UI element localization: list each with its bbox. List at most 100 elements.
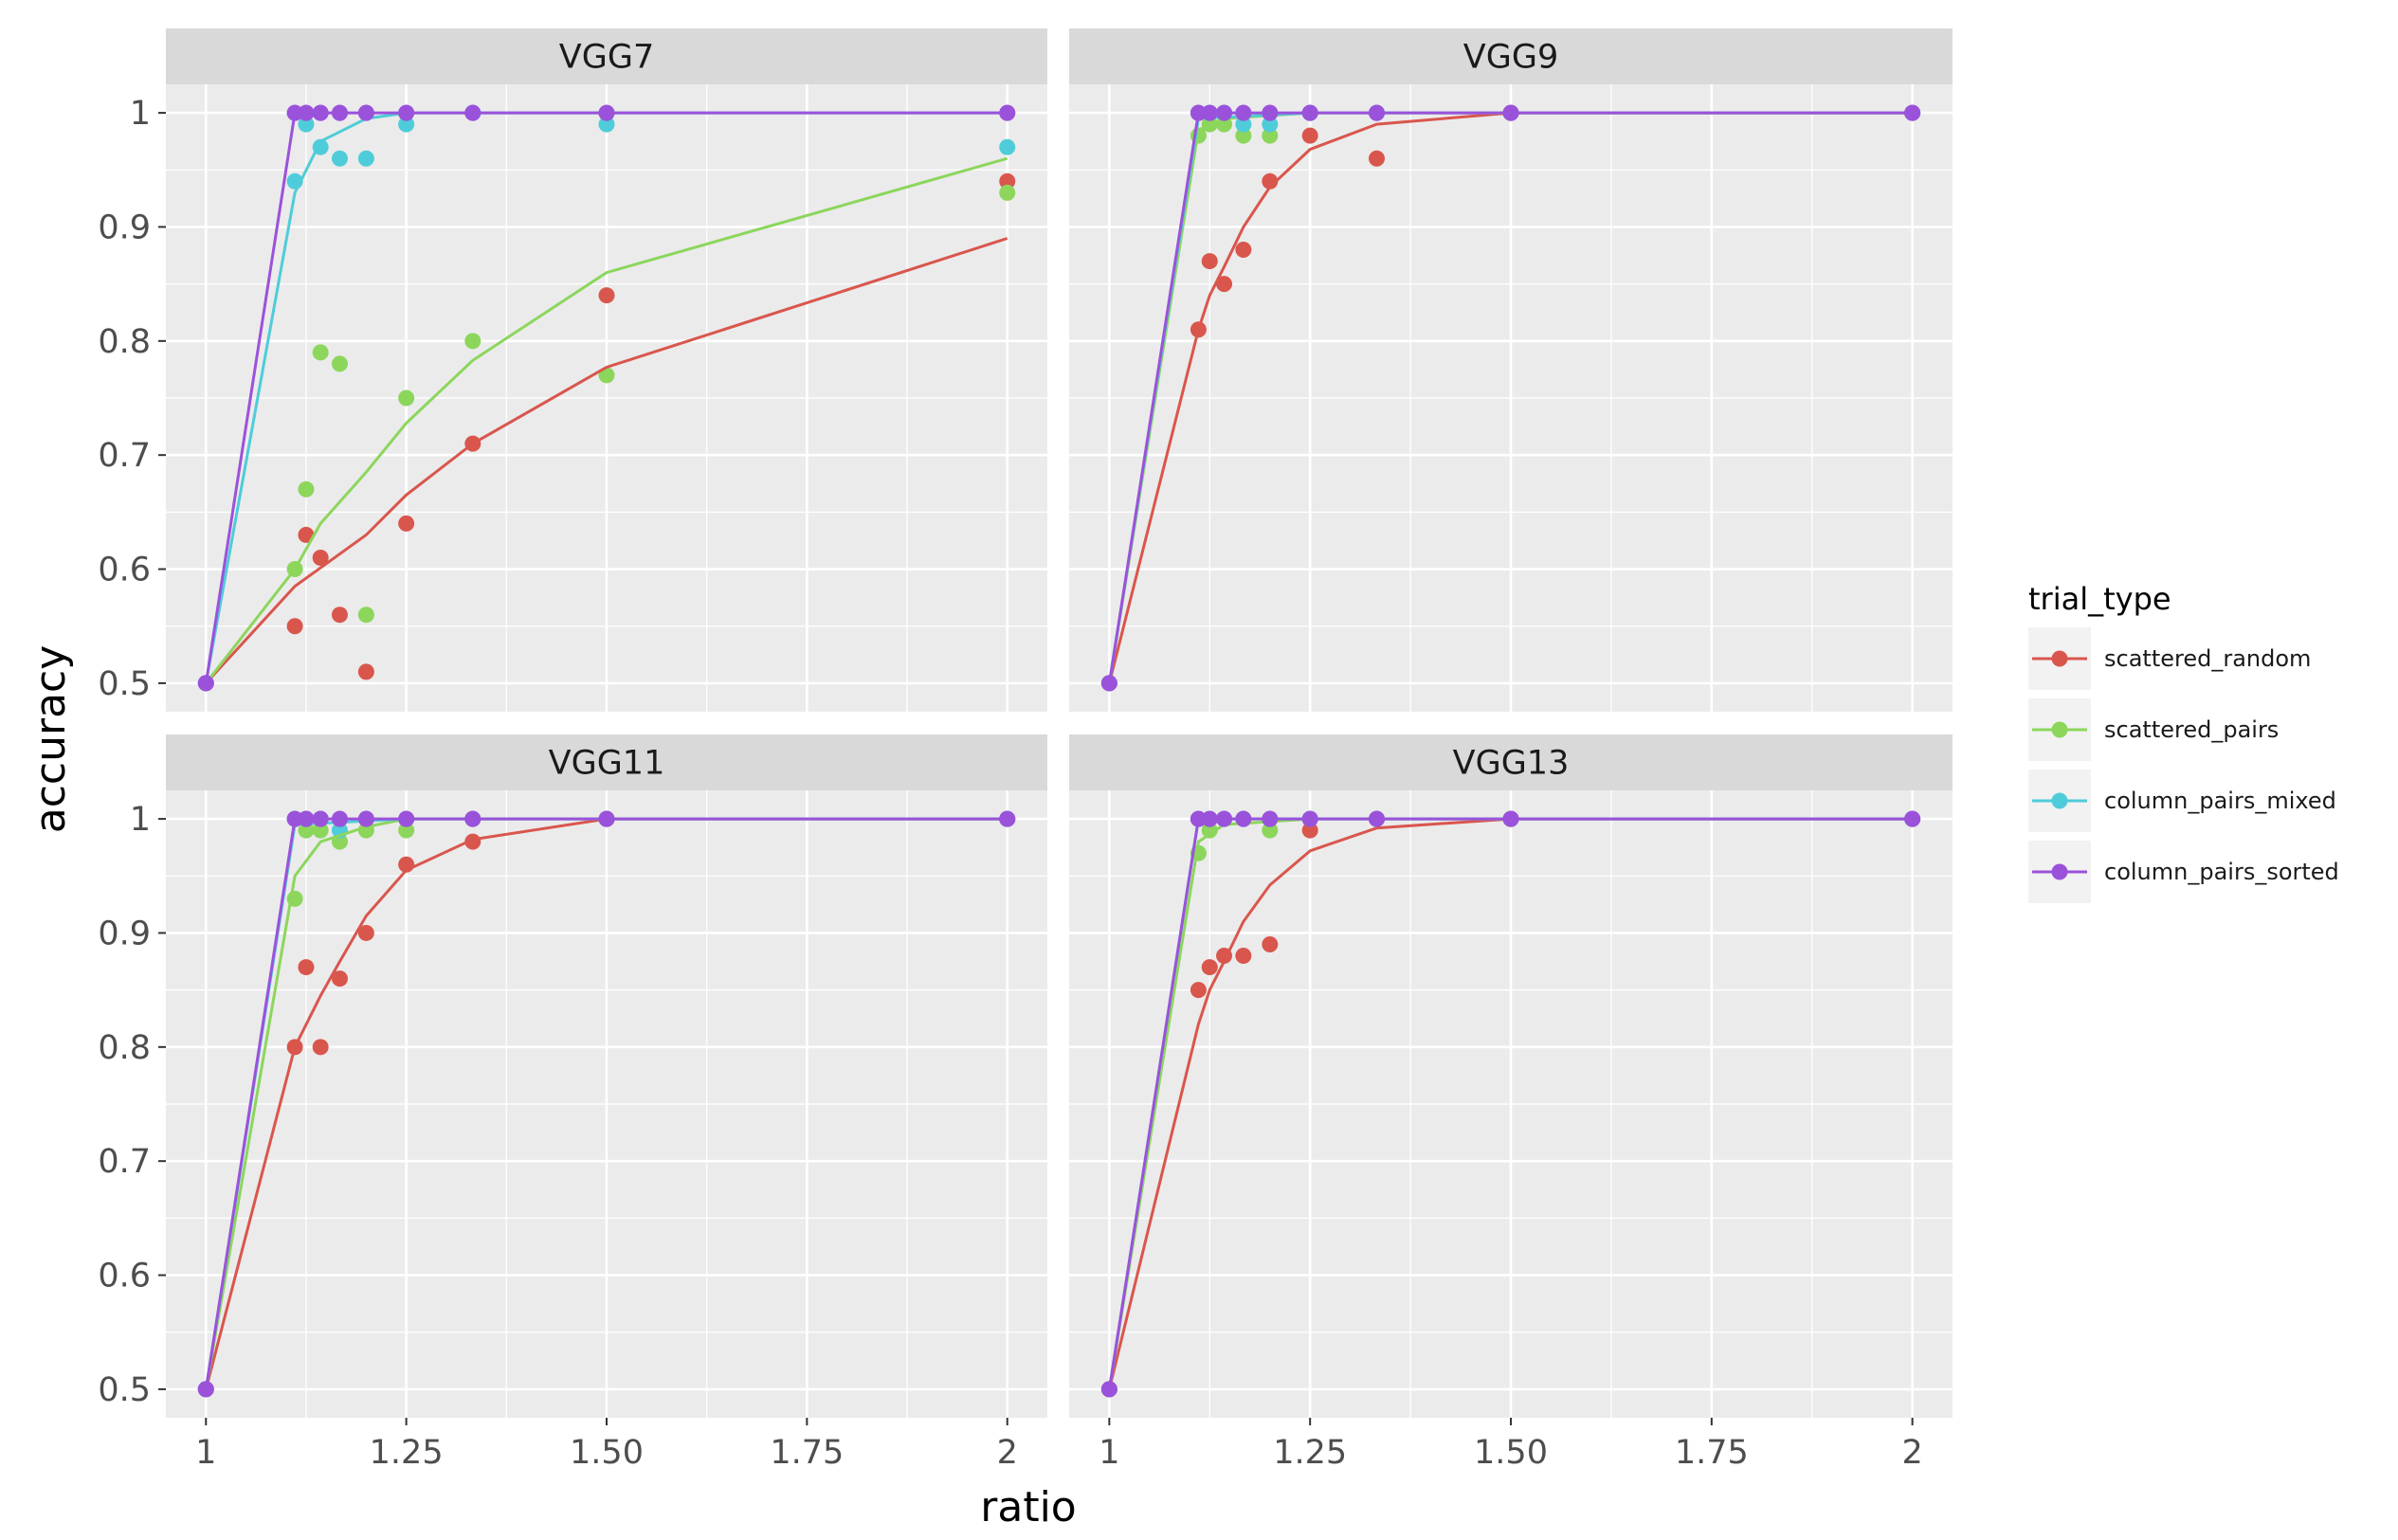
points-top-column-pairs-sorted	[1100, 104, 1921, 692]
point-scattered-pairs	[1235, 127, 1252, 144]
series-vgg9	[1100, 104, 1921, 692]
point-column-pairs-sorted	[398, 810, 415, 827]
gridlines-vgg13	[1069, 790, 1953, 1418]
point-scattered-random	[1369, 150, 1386, 167]
y-tick-label: 0.7	[98, 1143, 151, 1181]
fit-line-scattered-random	[1107, 111, 1913, 684]
legend: trial_type scattered_random scattered_pai…	[2028, 581, 2339, 903]
x-tick-label: 1.25	[370, 1434, 444, 1472]
legend-key-point	[2051, 721, 2068, 738]
point-scattered-pairs	[331, 355, 348, 372]
point-column-pairs-sorted	[1904, 104, 1921, 121]
legend-label: scattered_pairs	[2104, 716, 2279, 743]
fit-line-scattered-random	[1107, 817, 1913, 1390]
fit-line-scattered-random	[205, 237, 1008, 684]
point-scattered-random	[1201, 253, 1218, 270]
point-column-pairs-sorted	[331, 810, 348, 827]
point-column-pairs-sorted	[1904, 810, 1921, 827]
point-scattered-random	[1201, 959, 1218, 976]
point-column-pairs-sorted	[1262, 104, 1279, 121]
legend-item-scattered-random: scattered_random	[2028, 627, 2311, 690]
x-tick-label: 2	[997, 1434, 1018, 1472]
point-column-pairs-sorted	[298, 104, 315, 121]
point-column-pairs-sorted	[1100, 675, 1117, 692]
point-column-pairs-sorted	[286, 104, 303, 121]
point-column-pairs-sorted	[1369, 104, 1386, 121]
point-scattered-pairs	[312, 344, 329, 361]
points-top-column-pairs-sorted	[197, 104, 1016, 692]
fit-line-scattered-random	[204, 817, 1008, 1390]
point-column-pairs-sorted	[312, 104, 329, 121]
panel-vgg9: VGG9	[1069, 28, 1953, 712]
x-tick-label: 1.25	[1273, 1434, 1347, 1472]
point-scattered-random	[1262, 935, 1279, 952]
y-tick-label: 0.7	[98, 437, 151, 475]
point-column-pairs-mixed	[298, 116, 315, 133]
facet-strip-vgg11	[166, 734, 1047, 790]
point-column-pairs-sorted	[1100, 1381, 1117, 1398]
legend-key-point	[2051, 863, 2068, 880]
point-column-pairs-sorted	[999, 104, 1016, 121]
x-tick-label: 1	[195, 1434, 216, 1472]
x-tick-label: 1.75	[770, 1434, 844, 1472]
point-scattered-pairs	[398, 390, 415, 407]
legend-item-column-pairs-sorted: column_pairs_sorted	[2028, 841, 2339, 903]
legend-label: column_pairs_sorted	[2104, 859, 2339, 885]
point-column-pairs-sorted	[464, 810, 481, 827]
point-column-pairs-sorted	[1262, 810, 1279, 827]
legend-key-point	[2051, 792, 2068, 809]
point-scattered-random	[298, 526, 315, 543]
point-column-pairs-mixed	[1262, 116, 1279, 133]
series-vgg7	[197, 104, 1016, 692]
y-tick-label: 0.9	[98, 915, 151, 952]
point-scattered-random	[1216, 276, 1233, 293]
point-scattered-random	[1235, 948, 1252, 965]
x-tick-label: 2	[1901, 1434, 1922, 1472]
point-column-pairs-sorted	[1216, 104, 1233, 121]
series-vgg13	[1100, 810, 1921, 1398]
point-scattered-pairs	[1201, 822, 1218, 839]
point-column-pairs-sorted	[1190, 810, 1207, 827]
point-column-pairs-sorted	[197, 675, 214, 692]
legend-key-point	[2051, 650, 2068, 667]
point-column-pairs-mixed	[1235, 116, 1252, 133]
point-column-pairs-mixed	[999, 138, 1016, 155]
point-scattered-pairs	[464, 333, 481, 350]
legend-title: trial_type	[2028, 581, 2171, 617]
point-column-pairs-sorted	[999, 810, 1016, 827]
point-column-pairs-sorted	[298, 810, 315, 827]
point-scattered-pairs	[1262, 127, 1279, 144]
y-tick-label: 0.5	[98, 1371, 151, 1409]
point-column-pairs-mixed	[398, 116, 415, 133]
point-column-pairs-sorted	[1301, 104, 1318, 121]
point-scattered-pairs	[298, 480, 315, 498]
facet-strip-vgg7	[166, 28, 1047, 84]
point-scattered-pairs	[298, 822, 315, 839]
x-axis-title: ratio	[980, 1483, 1076, 1531]
point-scattered-pairs	[398, 822, 415, 839]
point-column-pairs-sorted	[1301, 810, 1318, 827]
point-column-pairs-sorted	[331, 104, 348, 121]
point-scattered-random	[331, 970, 348, 987]
point-column-pairs-sorted	[464, 104, 481, 121]
series-vgg11	[197, 810, 1016, 1398]
point-column-pairs-sorted	[286, 810, 303, 827]
point-column-pairs-sorted	[598, 810, 615, 827]
facet-title-vgg11: VGG11	[549, 745, 665, 783]
point-column-pairs-sorted	[598, 104, 615, 121]
legend-item-scattered-pairs: scattered_pairs	[2028, 698, 2279, 761]
point-column-pairs-sorted	[1190, 104, 1207, 121]
points-top-column-pairs-sorted	[1100, 810, 1921, 1398]
point-scattered-pairs	[1262, 822, 1279, 839]
legend-item-column-pairs-mixed: column_pairs_mixed	[2028, 770, 2336, 832]
facet-title-vgg9: VGG9	[1463, 39, 1558, 77]
facet-title-vgg7: VGG7	[559, 39, 654, 77]
y-tick-label: 0.8	[98, 1029, 151, 1067]
point-scattered-pairs	[999, 184, 1016, 201]
x-tick-label: 1	[1099, 1434, 1119, 1472]
point-column-pairs-sorted	[398, 104, 415, 121]
point-column-pairs-sorted	[1369, 810, 1386, 827]
point-scattered-random	[398, 515, 415, 532]
point-scattered-random	[598, 287, 615, 304]
